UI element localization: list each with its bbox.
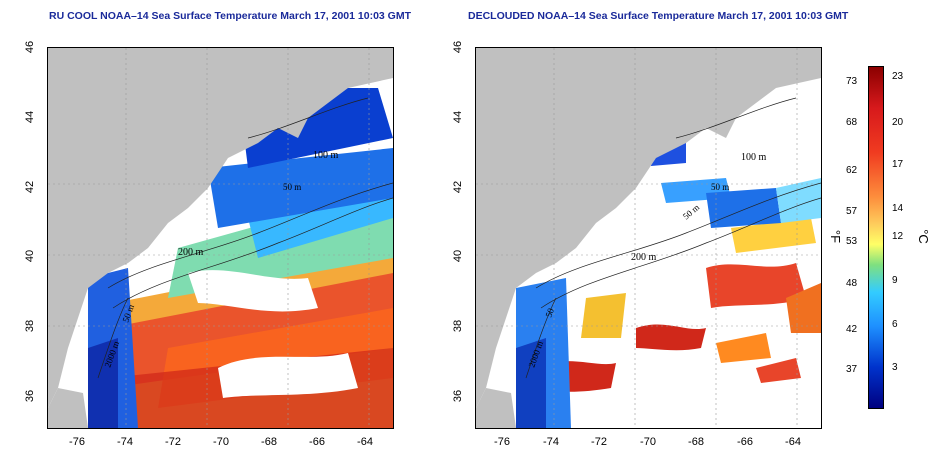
temperature-colorbar <box>868 66 884 409</box>
right-lat-tick: 40 <box>452 249 464 263</box>
left-lat-tick: 46 <box>24 40 36 54</box>
right-lon-tick: -72 <box>591 436 607 448</box>
fahrenheit-tick: 62 <box>846 165 858 176</box>
fahrenheit-tick: 42 <box>846 324 858 335</box>
left-map-title: RU COOL NOAA–14 Sea Surface Temperature … <box>49 10 412 22</box>
celsius-tick: 14 <box>892 203 904 214</box>
left-lat-tick: 38 <box>24 319 36 333</box>
right-contour-50c: 50 <box>543 306 556 318</box>
celsius-tick: 20 <box>892 117 904 128</box>
right-lat-tick: 46 <box>452 40 464 54</box>
left-lon-tick: -68 <box>261 436 277 448</box>
fahrenheit-tick: 73 <box>846 76 858 87</box>
right-contour-50a: 50 m <box>711 182 729 192</box>
right-lon-tick: -76 <box>494 436 510 448</box>
right-sst-map: 100 m 50 m 50 m 200 m 50 2000 m <box>475 47 822 429</box>
left-lat-tick: 44 <box>24 110 36 124</box>
celsius-tick: 17 <box>892 159 904 170</box>
left-contour-100: 100 m <box>313 150 339 161</box>
right-lon-tick: -68 <box>688 436 704 448</box>
fahrenheit-tick: 53 <box>846 236 858 247</box>
left-sst-map: 200 m 100 m 50 m 2000 m 50 m <box>47 47 394 429</box>
left-contour-200: 200 m <box>178 247 204 258</box>
unit-fahrenheit: °F <box>828 229 844 244</box>
right-lon-tick: -70 <box>640 436 656 448</box>
left-map-svg: 200 m 100 m 50 m 2000 m 50 m <box>48 48 393 428</box>
left-lon-tick: -74 <box>117 436 133 448</box>
left-lon-tick: -72 <box>165 436 181 448</box>
left-lat-tick: 40 <box>24 249 36 263</box>
unit-celsius: °C <box>915 229 931 244</box>
left-lat-tick: 36 <box>24 389 36 403</box>
celsius-tick: 23 <box>892 71 904 82</box>
fahrenheit-tick: 37 <box>846 364 858 375</box>
left-lon-tick: -66 <box>309 436 325 448</box>
celsius-tick: 12 <box>892 231 904 242</box>
right-lat-tick: 38 <box>452 319 464 333</box>
celsius-tick: 3 <box>892 362 898 373</box>
fahrenheit-tick: 57 <box>846 206 858 217</box>
left-contour-50a: 50 m <box>283 182 301 192</box>
right-map-title: DECLOUDED NOAA–14 Sea Surface Temperatur… <box>468 10 849 22</box>
right-map-svg: 100 m 50 m 50 m 200 m 50 2000 m <box>476 48 821 428</box>
fahrenheit-tick: 48 <box>846 278 858 289</box>
left-lon-tick: -64 <box>357 436 373 448</box>
celsius-tick: 9 <box>892 275 898 286</box>
left-lon-tick: -70 <box>213 436 229 448</box>
right-lon-tick: -74 <box>543 436 559 448</box>
right-contour-200: 200 m <box>631 252 657 263</box>
right-lon-tick: -66 <box>737 436 753 448</box>
right-lat-tick: 44 <box>452 110 464 124</box>
right-lon-tick: -64 <box>785 436 801 448</box>
celsius-tick: 6 <box>892 319 898 330</box>
right-lat-tick: 36 <box>452 389 464 403</box>
right-contour-100: 100 m <box>741 152 767 163</box>
fahrenheit-tick: 68 <box>846 117 858 128</box>
left-lon-tick: -76 <box>69 436 85 448</box>
left-lat-tick: 42 <box>24 180 36 194</box>
right-lat-tick: 42 <box>452 180 464 194</box>
